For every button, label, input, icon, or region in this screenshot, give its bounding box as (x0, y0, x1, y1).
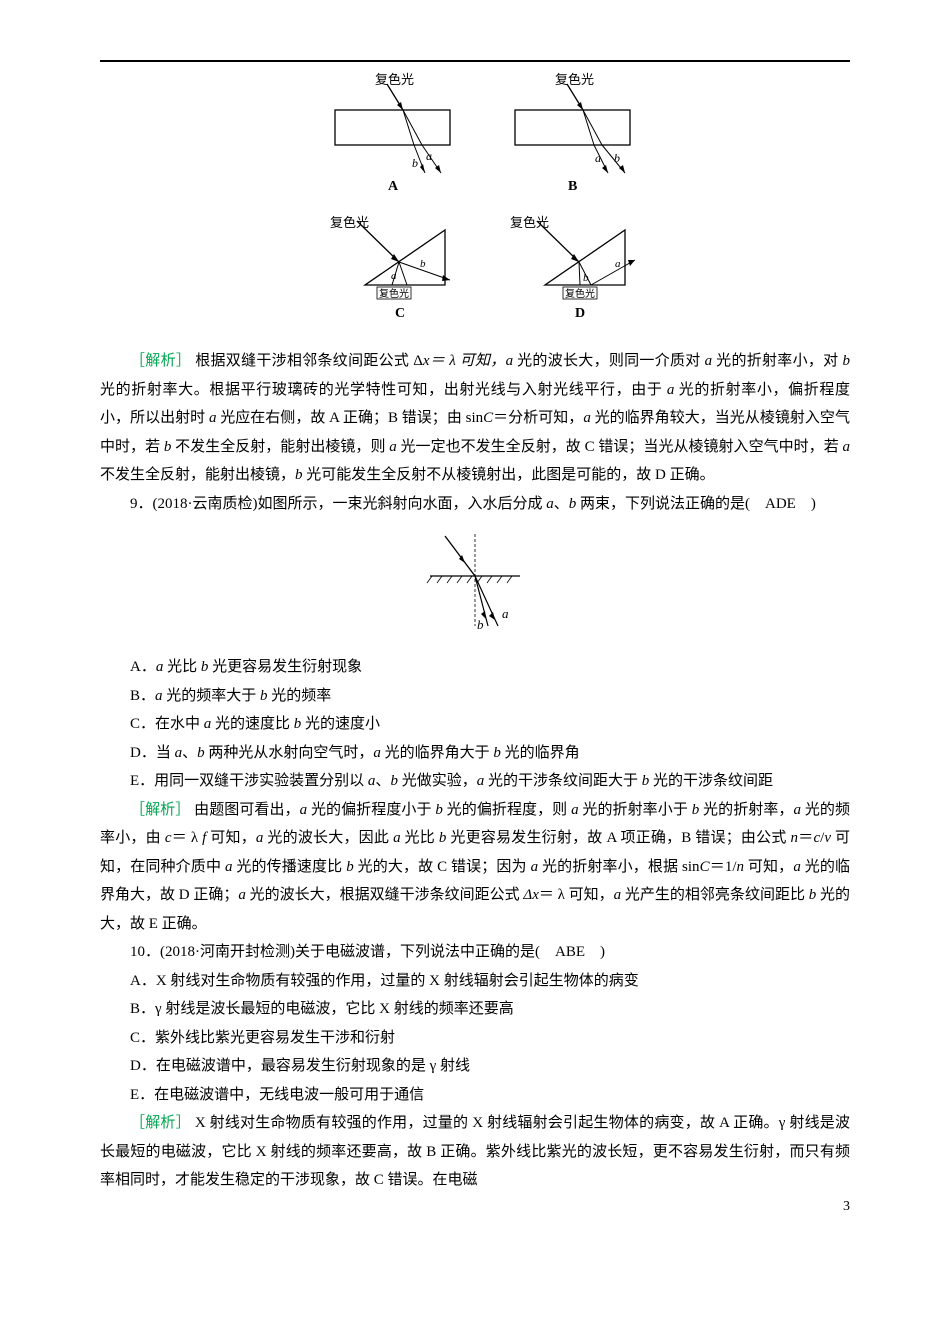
q10-option-c: C．紫外线比紫光更容易发生干涉和衍射 (100, 1024, 850, 1053)
q10-stem: 10．(2018·河南开封检测)关于电磁波谱，下列说法中正确的是( ABE ) (100, 938, 850, 967)
q9-option-b: B．a 光的频率大于 b 光的频率 (100, 682, 850, 711)
svg-text:复色光: 复色光 (565, 287, 595, 300)
svg-text:b: b (420, 258, 426, 270)
analysis-2: ［解析］ 由题图可看出，a 光的偏折程度小于 b 光的偏折程度，则 a 光的折射… (100, 796, 850, 939)
ray-b-label: b (477, 617, 484, 632)
svg-text:复色光: 复色光 (379, 287, 409, 300)
svg-text:a: a (595, 151, 601, 165)
svg-text:a: a (615, 258, 621, 270)
page-number: 3 (843, 1199, 850, 1215)
svg-text:b: b (614, 151, 620, 165)
panel-d: 复色光 b a 复色光 D (510, 215, 635, 321)
analysis-1: ［解析］ 根据双缝干涉相邻条纹间距公式 Δx＝ λ 可知，a 光的波长大，则同一… (100, 347, 850, 490)
svg-text:b: b (583, 272, 589, 284)
analysis-tag: ［解析］ (130, 802, 190, 818)
figure-refraction: a b (100, 526, 850, 641)
panel-d-label: D (575, 306, 585, 321)
q10-option-b: B．γ 射线是波长最短的电磁波，它比 X 射线的频率还要高 (100, 995, 850, 1024)
svg-text:复色光: 复色光 (555, 72, 594, 87)
q10-option-d: D．在电磁波谱中，最容易发生衍射现象的是 γ 射线 (100, 1052, 850, 1081)
q9-option-c: C．在水中 a 光的速度比 b 光的速度小 (100, 710, 850, 739)
panel-c: 复色光 a b 复色光 C (330, 215, 450, 321)
q10-option-e: E．在电磁波谱中，无线电波一般可用于通信 (100, 1081, 850, 1110)
q9-option-d: D．当 a、b 两种光从水射向空气时，a 光的临界角大于 b 光的临界角 (100, 739, 850, 768)
panel-a: 复色光 a b A (335, 72, 450, 194)
panel-a-label: A (388, 179, 399, 194)
q10-option-a: A．X 射线对生命物质有较强的作用，过量的 X 射线辐射会引起生物体的病变 (100, 967, 850, 996)
figure-prism-diagrams: 复色光 a b A 复色光 (100, 70, 850, 335)
analysis-3: ［解析］ X 射线对生命物质有较强的作用，过量的 X 射线辐射会引起生物体的病变… (100, 1109, 850, 1195)
analysis-tag: ［解析］ (130, 353, 191, 369)
analysis-tag: ［解析］ (130, 1115, 191, 1131)
q9-option-e: E．用同一双缝干涉实验装置分别以 a、b 光做实验，a 光的干涉条纹间距大于 b… (100, 767, 850, 796)
svg-text:a: a (391, 270, 397, 282)
top-rule (100, 60, 850, 62)
ray-a-label: a (502, 606, 509, 621)
q9-option-a: A．a 光比 b 光更容易发生衍射现象 (100, 653, 850, 682)
q9-stem: 9．(2018·云南质检)如图所示，一束光斜射向水面，入水后分成 a、b 两束，… (100, 490, 850, 519)
panel-b-label: B (568, 179, 577, 194)
incident-label: 复色光 (375, 72, 414, 87)
ray-a-label: a (426, 149, 432, 163)
panel-c-label: C (395, 306, 405, 321)
panel-b: 复色光 a b B (515, 72, 630, 194)
ray-b-label: b (412, 156, 418, 170)
